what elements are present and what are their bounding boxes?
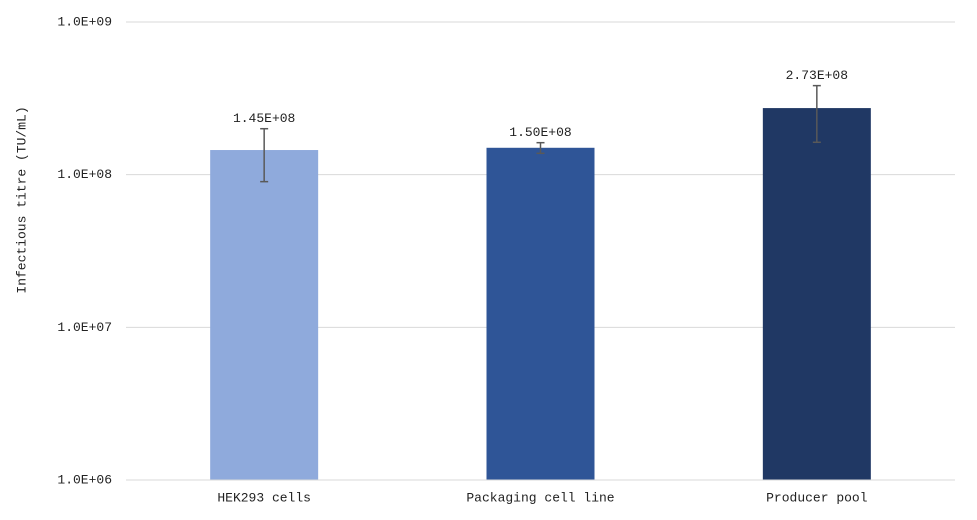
x-tick-label: Packaging cell line xyxy=(466,490,614,505)
value-label: 1.50E+08 xyxy=(509,125,571,140)
bar xyxy=(486,147,595,481)
y-tick-label: 1.0E+09 xyxy=(57,14,112,29)
x-tick-label: HEK293 cells xyxy=(217,490,311,505)
bar xyxy=(210,150,319,480)
y-axis-label: Infectious titre (TU/mL) xyxy=(14,106,29,293)
value-label: 1.45E+08 xyxy=(233,111,295,126)
y-tick-label: 1.0E+06 xyxy=(57,472,112,487)
y-tick-label: 1.0E+07 xyxy=(57,320,112,335)
value-label: 2.73E+08 xyxy=(786,68,848,83)
y-tick-label: 1.0E+08 xyxy=(57,167,112,182)
bar xyxy=(762,108,871,481)
x-tick-label: Producer pool xyxy=(766,490,868,505)
